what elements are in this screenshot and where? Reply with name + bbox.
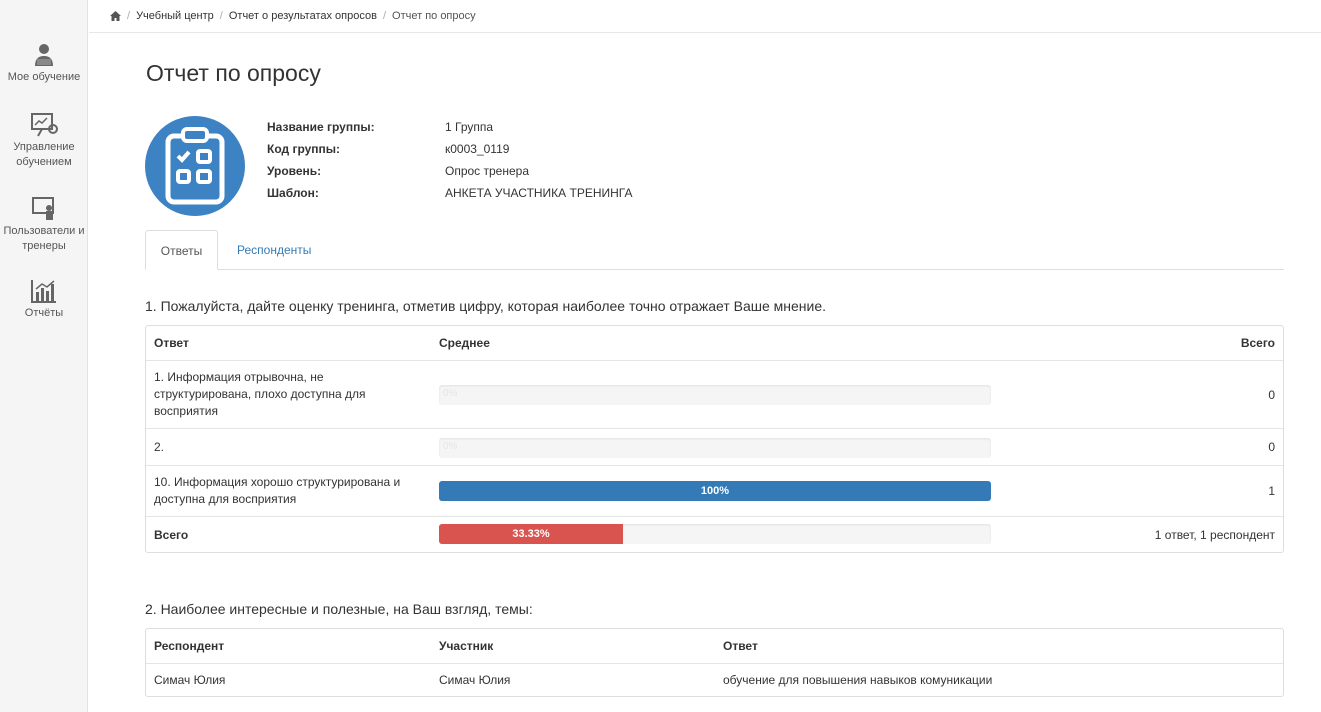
breadcrumb: / Учебный центр / Отчет о результатах оп… — [89, 0, 1321, 33]
tab-answers[interactable]: Ответы — [145, 230, 218, 270]
answer-line: восприятия — [154, 404, 218, 418]
answer-total: 0 — [1268, 387, 1275, 402]
table-header-row: Ответ Среднее Всего — [146, 326, 1283, 360]
answer-total: 1 — [1268, 484, 1275, 498]
answer-text: обучение для повышения навыков комуникац… — [723, 673, 993, 687]
answer-text: 2. — [154, 440, 165, 454]
answer-line: структурирована, плохо доступна для — [154, 387, 366, 401]
answer-line: 1. Информация отрывочна, не — [154, 370, 324, 384]
breadcrumb-survey-report: Отчет по опросу — [392, 10, 476, 22]
header-participant: Участник — [439, 639, 494, 653]
info-row-template: Шаблон: АНКЕТА УЧАСТНИКА ТРЕНИНГА — [267, 182, 633, 204]
group-info: Название группы: 1 Группа Код группы: к0… — [267, 116, 633, 204]
progress-bar: 33.33% — [439, 524, 991, 544]
table-row: Симач Юлия Симач Юлия обучение для повыш… — [146, 663, 1283, 696]
info-row-group-name: Название группы: 1 Группа — [267, 116, 633, 138]
summary-total: 1 ответ, 1 респондент — [1154, 527, 1275, 542]
question-2-title: 2. Наиболее интересные и полезные, на Ва… — [145, 601, 533, 617]
sidebar-item-reports[interactable]: Отчёты — [0, 278, 88, 321]
progress-label: 0% — [443, 441, 458, 452]
sidebar-item-label: Мое обучение — [7, 71, 81, 83]
question-1-table: Ответ Среднее Всего 1. Информация отрыво… — [145, 325, 1284, 553]
template-label: Шаблон: — [267, 186, 319, 200]
level-label: Уровень: — [267, 164, 322, 178]
group-code-value: к0003_0119 — [445, 142, 510, 156]
header-answer: Ответ — [723, 639, 758, 653]
answer-text: 10. Информация хорошо структурирована и … — [154, 466, 424, 516]
question-1-title: 1. Пожалуйста, дайте оценку тренинга, от… — [145, 298, 827, 314]
header-total: Всего — [1240, 336, 1275, 350]
header-average: Среднее — [439, 336, 490, 350]
sidebar-item-label: Отчёты — [24, 307, 64, 319]
participant-name: Симач Юлия — [439, 673, 511, 687]
header-answer: Ответ — [154, 336, 189, 350]
table-row: 10. Информация хорошо структурирована и … — [146, 465, 1283, 516]
info-row-level: Уровень: Опрос тренера — [267, 160, 633, 182]
presentation-settings-icon — [29, 112, 59, 138]
trainer-board-icon — [29, 196, 59, 222]
home-icon[interactable] — [110, 11, 121, 21]
header-respondent: Респондент — [154, 639, 225, 653]
answer-text: 1. Информация отрывочна, не структуриров… — [154, 361, 414, 428]
summary-label: Всего — [154, 527, 189, 542]
tabs: Ответы Респонденты — [145, 230, 1284, 270]
sidebar-item-label: Управление обучением — [13, 141, 75, 168]
level-value: Опрос тренера — [445, 164, 530, 178]
table-row: 1. Информация отрывочна, не структуриров… — [146, 360, 1283, 428]
clipboard-survey-icon — [145, 116, 245, 216]
bar-chart-icon — [29, 278, 59, 304]
tab-respondents[interactable]: Респонденты — [237, 243, 312, 257]
progress-fill: 33.33% — [439, 524, 623, 544]
breadcrumb-training-center[interactable]: Учебный центр — [136, 10, 214, 22]
breadcrumb-survey-results-report[interactable]: Отчет о результатах опросов — [228, 10, 377, 22]
info-row-group-code: Код группы: к0003_0119 — [267, 138, 633, 160]
answer-line: доступна для восприятия — [154, 492, 297, 506]
table-summary-row: Всего 33.33% 1 ответ, 1 респондент — [146, 516, 1283, 552]
group-name-value: 1 Группа — [445, 120, 494, 134]
progress-bar: 0% — [439, 438, 991, 458]
answer-total: 0 — [1268, 440, 1275, 454]
template-value: АНКЕТА УЧАСТНИКА ТРЕНИНГА — [445, 186, 633, 200]
group-code-label: Код группы: — [267, 142, 341, 156]
breadcrumb-separator: / — [127, 10, 131, 22]
progress-bar: 100% — [439, 481, 991, 501]
table-row: 2. 0% 0 — [146, 428, 1283, 465]
group-name-label: Название группы: — [267, 120, 375, 134]
progress-label: 0% — [443, 388, 458, 399]
answer-line: 10. Информация хорошо структурирована и — [154, 475, 401, 489]
page-title: Отчет по опросу — [146, 60, 321, 86]
table-header-row: Респондент Участник Ответ — [146, 629, 1283, 663]
respondent-name: Симач Юлия — [154, 673, 226, 687]
breadcrumb-separator: / — [382, 10, 387, 22]
sidebar: Мое обучение Управление обучением Пользо… — [0, 0, 88, 712]
progress-bar: 0% — [439, 385, 991, 405]
breadcrumb-separator: / — [219, 10, 223, 22]
sidebar-item-label: Пользователи и тренеры — [3, 225, 85, 252]
sidebar-item-users-trainers[interactable]: Пользователи и тренеры — [0, 196, 88, 254]
sidebar-item-my-learning[interactable]: Мое обучение — [0, 42, 88, 85]
user-reading-icon — [29, 42, 59, 68]
progress-fill: 100% — [439, 481, 991, 501]
question-2-table: Респондент Участник Ответ Симач Юлия Сим… — [145, 628, 1284, 697]
sidebar-item-learning-management[interactable]: Управление обучением — [0, 112, 88, 170]
